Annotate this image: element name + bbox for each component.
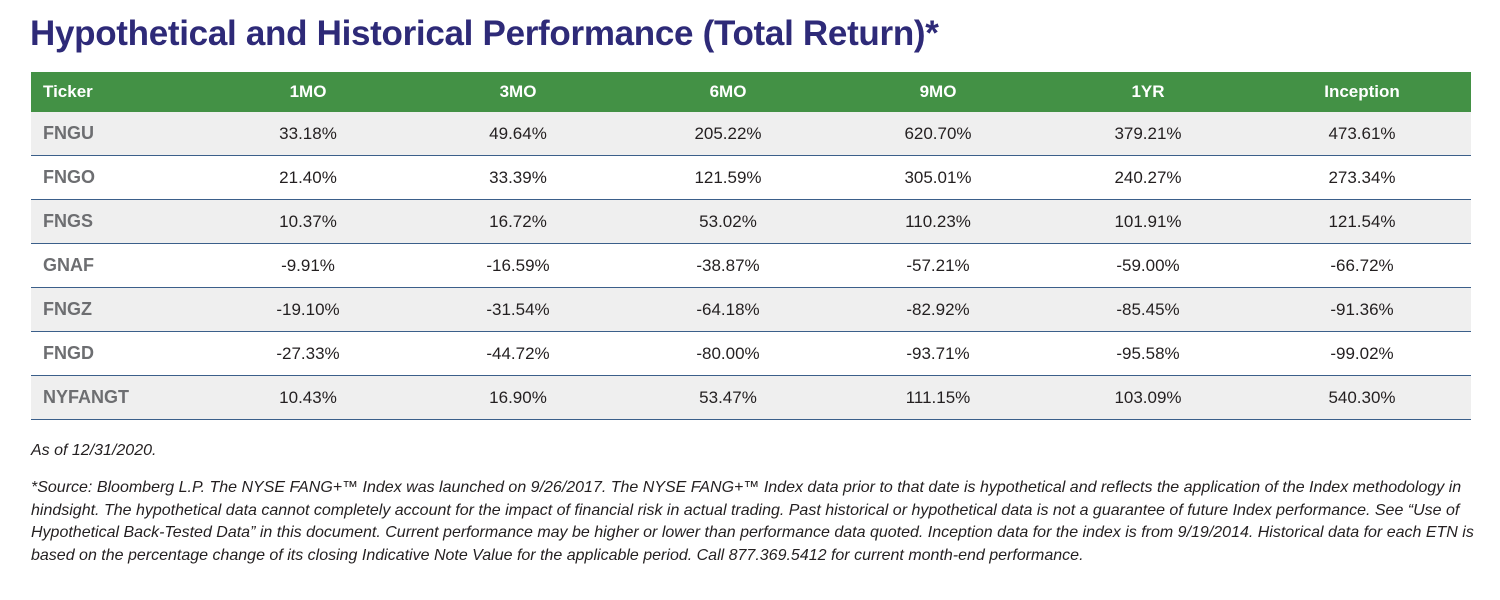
value-cell: 103.09% [1043, 375, 1253, 420]
table-header-row: Ticker 1MO 3MO 6MO 9MO 1YR Inception [31, 72, 1471, 112]
value-cell: 540.30% [1253, 375, 1471, 420]
header-3mo: 3MO [413, 72, 623, 112]
ticker-cell: GNAF [31, 243, 203, 288]
value-cell: 620.70% [833, 112, 1043, 156]
value-cell: -27.33% [203, 331, 413, 376]
value-cell: -95.58% [1043, 331, 1253, 376]
value-cell: -31.54% [413, 287, 623, 332]
as-of-date: As of 12/31/2020. [31, 442, 157, 459]
ticker-cell: NYFANGT [31, 375, 203, 420]
header-ticker: Ticker [31, 72, 203, 112]
header-6mo: 6MO [623, 72, 833, 112]
value-cell: -38.87% [623, 243, 833, 288]
table-row: FNGO 21.40% 33.39% 121.59% 305.01% 240.2… [31, 155, 1471, 200]
value-cell: 53.02% [623, 199, 833, 244]
value-cell: 205.22% [623, 112, 833, 156]
ticker-cell: FNGO [31, 155, 203, 200]
value-cell: -44.72% [413, 331, 623, 376]
value-cell: 33.39% [413, 155, 623, 200]
header-9mo: 9MO [833, 72, 1043, 112]
source-footnote: *Source: Bloomberg L.P. The NYSE FANG+™ … [31, 479, 1474, 564]
value-cell: -64.18% [623, 287, 833, 332]
value-cell: 10.37% [203, 199, 413, 244]
value-cell: 10.43% [203, 375, 413, 420]
value-cell: -59.00% [1043, 243, 1253, 288]
value-cell: 101.91% [1043, 199, 1253, 244]
ticker-cell: FNGD [31, 331, 203, 376]
table-row: GNAF -9.91% -16.59% -38.87% -57.21% -59.… [31, 243, 1471, 288]
value-cell: 273.34% [1253, 155, 1471, 200]
value-cell: -85.45% [1043, 287, 1253, 332]
table-row: FNGZ -19.10% -31.54% -64.18% -82.92% -85… [31, 287, 1471, 332]
ticker-cell: FNGZ [31, 287, 203, 332]
ticker-cell: FNGU [31, 112, 203, 156]
value-cell: 305.01% [833, 155, 1043, 200]
value-cell: -66.72% [1253, 243, 1471, 288]
value-cell: -57.21% [833, 243, 1043, 288]
value-cell: 53.47% [623, 375, 833, 420]
value-cell: -19.10% [203, 287, 413, 332]
value-cell: 33.18% [203, 112, 413, 156]
value-cell: 21.40% [203, 155, 413, 200]
value-cell: 110.23% [833, 199, 1043, 244]
header-1mo: 1MO [203, 72, 413, 112]
value-cell: 240.27% [1043, 155, 1253, 200]
value-cell: -93.71% [833, 331, 1043, 376]
value-cell: 49.64% [413, 112, 623, 156]
value-cell: 16.90% [413, 375, 623, 420]
header-inception: Inception [1253, 72, 1471, 112]
value-cell: 473.61% [1253, 112, 1471, 156]
table-row: NYFANGT 10.43% 16.90% 53.47% 111.15% 103… [31, 375, 1471, 420]
value-cell: -80.00% [623, 331, 833, 376]
table-row: FNGD -27.33% -44.72% -80.00% -93.71% -95… [31, 331, 1471, 376]
value-cell: 121.59% [623, 155, 833, 200]
value-cell: -9.91% [203, 243, 413, 288]
header-1yr: 1YR [1043, 72, 1253, 112]
value-cell: 379.21% [1043, 112, 1253, 156]
value-cell: -16.59% [413, 243, 623, 288]
table-row: FNGS 10.37% 16.72% 53.02% 110.23% 101.91… [31, 199, 1471, 244]
value-cell: -82.92% [833, 287, 1043, 332]
page-title: Hypothetical and Historical Performance … [30, 14, 939, 53]
performance-table: Ticker 1MO 3MO 6MO 9MO 1YR Inception FNG… [31, 72, 1471, 420]
value-cell: -99.02% [1253, 331, 1471, 376]
value-cell: 111.15% [833, 375, 1043, 420]
value-cell: -91.36% [1253, 287, 1471, 332]
value-cell: 16.72% [413, 199, 623, 244]
table-row: FNGU 33.18% 49.64% 205.22% 620.70% 379.2… [31, 112, 1471, 156]
ticker-cell: FNGS [31, 199, 203, 244]
value-cell: 121.54% [1253, 199, 1471, 244]
